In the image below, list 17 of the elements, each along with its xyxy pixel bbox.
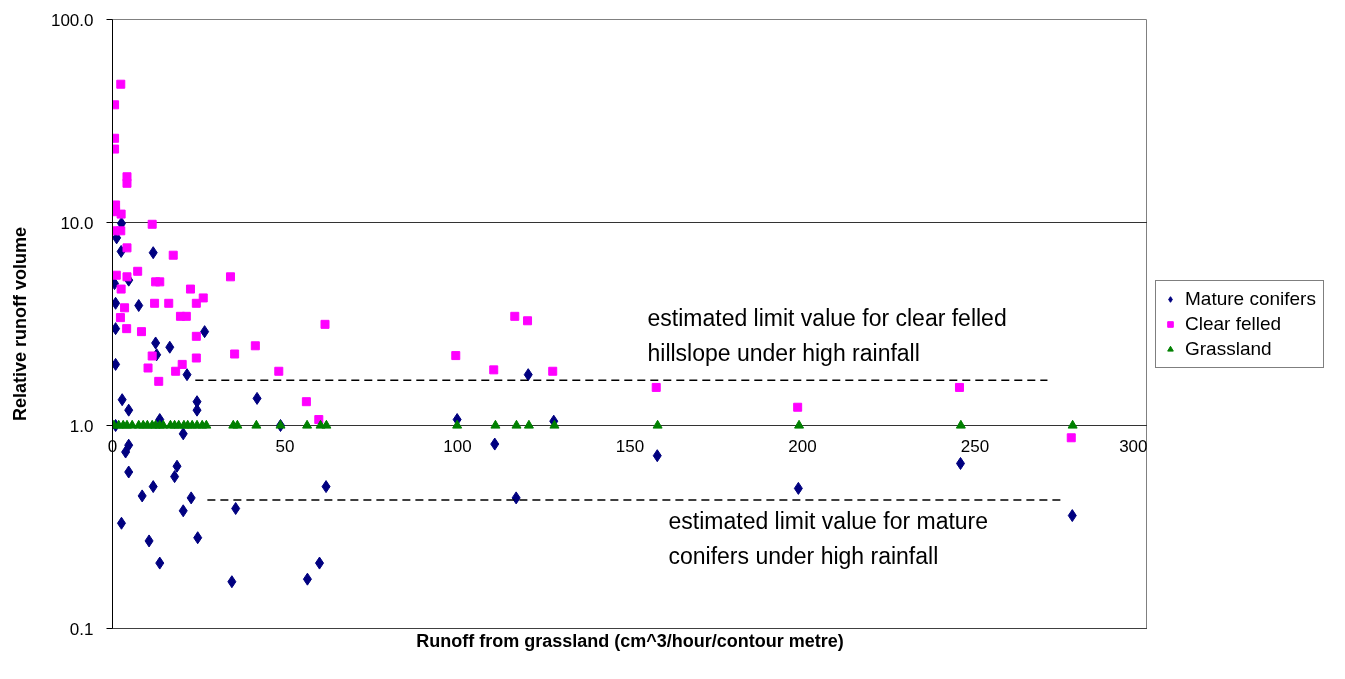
x-tick-label: 100 (443, 436, 472, 456)
legend-label: Clear felled (1185, 312, 1282, 335)
annotation: estimated limit value for clear felled hillslope under high rainfall (647, 304, 1007, 367)
x-tick-label: 200 (788, 436, 817, 456)
y-tick-label: 10.0 (60, 213, 94, 233)
legend-label: Mature conifers (1185, 287, 1316, 310)
y-tick-label: 0.1 (69, 619, 94, 639)
x-axis-title: Runoff from grassland (cm^3/hour/contour metre) (416, 630, 844, 651)
x-tick-label: 300 (1119, 436, 1148, 456)
x-tick-label: 50 (275, 436, 295, 456)
y-tick-label: 100.0 (50, 10, 94, 30)
legend-label: Grassland (1185, 337, 1272, 360)
x-tick-label: 150 (615, 436, 645, 456)
annotation: estimated limit value for mature conifers under high rainfall (668, 507, 989, 570)
y-axis-title: Relative runoff volume (9, 226, 30, 422)
y-tick-label: 1.0 (69, 416, 94, 436)
x-tick-label: 250 (960, 436, 990, 456)
